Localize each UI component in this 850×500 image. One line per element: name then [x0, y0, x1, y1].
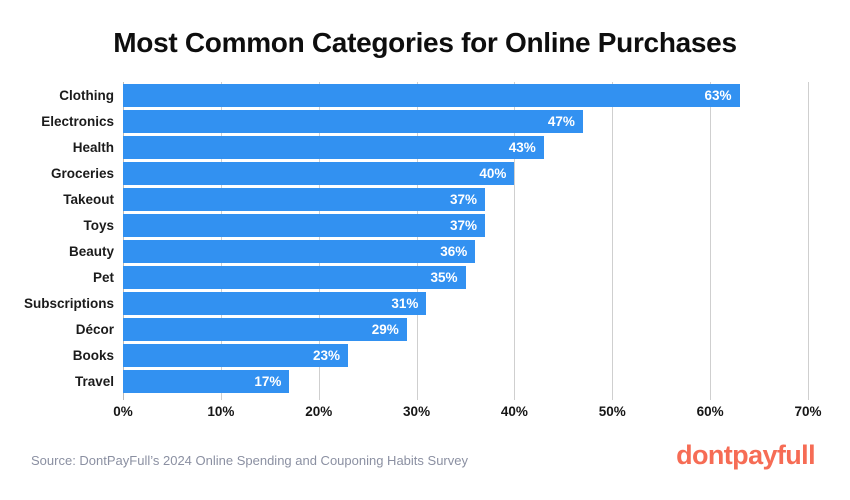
bar: 63%: [123, 83, 740, 107]
bar-row: Toys 37%: [83, 212, 808, 238]
category-label: Books: [72, 348, 114, 364]
x-tick-label: 0%: [113, 404, 133, 419]
category-label: Electronics: [41, 113, 114, 129]
bar-value-label: 47%: [547, 113, 575, 129]
bar-row: Books 23%: [73, 343, 808, 369]
bar-value-label: 37%: [450, 217, 478, 233]
x-tick-label: 40%: [500, 404, 528, 419]
source-note: Source: DontPayFull’s 2024 Online Spendi…: [31, 453, 468, 468]
gridline: [612, 82, 614, 400]
bar-value-label: 31%: [391, 296, 419, 312]
bar-value-label: 37%: [450, 191, 478, 207]
bar-row: Groceries 40%: [51, 160, 808, 186]
bar-row: Health 43%: [73, 134, 808, 160]
bar-value-label: 36%: [440, 244, 468, 259]
x-axis-tick-labels: 0% 10% 20% 30% 40% 50% 60% 70%: [113, 404, 821, 424]
bar: 35%: [123, 266, 466, 290]
x-tick-label: 50%: [598, 404, 626, 419]
dontpayfull-logo: dontpayfull: [676, 440, 815, 470]
bar-value-label: 23%: [313, 348, 341, 364]
category-label: Beauty: [68, 244, 114, 259]
bar-rows: Clothing 63% Electronics 47% Health 43% Grocer…: [24, 82, 808, 395]
bar-row: Travel 17%: [75, 369, 808, 395]
bar-chart: Clothing 63% Electronics 47% Health 43% Grocer…: [24, 82, 822, 419]
bar-row: Electronics 47%: [41, 108, 808, 134]
category-label: Health: [72, 139, 114, 155]
bar: 47%: [123, 109, 583, 133]
category-label: Clothing: [59, 87, 114, 103]
bar: 40%: [123, 161, 515, 185]
bar-row: Beauty 36%: [69, 238, 808, 264]
bar-row: Pet 35%: [93, 265, 808, 291]
bar: 23%: [123, 344, 349, 368]
gridline: [514, 82, 516, 400]
x-tick-label: 10%: [207, 404, 235, 419]
x-tick-label: 60%: [696, 404, 724, 419]
x-tick-label: 70%: [794, 404, 822, 419]
bar-value-label: 29%: [371, 322, 399, 338]
category-label: Takeout: [63, 191, 114, 207]
bar-row: Takeout 37%: [63, 186, 808, 212]
gridline: [710, 82, 712, 400]
bar: 17%: [123, 370, 290, 394]
category-label: Travel: [74, 374, 114, 390]
chart-title: Most Common Categories for Online Purcha…: [113, 27, 737, 58]
category-label: Décor: [75, 322, 114, 338]
category-label: Pet: [92, 270, 114, 286]
gridline: [808, 82, 809, 400]
x-tick-label: 30%: [403, 404, 431, 419]
bar: 31%: [123, 292, 427, 316]
bar: 43%: [123, 135, 544, 159]
category-label: Toys: [83, 217, 114, 233]
bar-value-label: 43%: [508, 139, 536, 155]
category-label: Subscriptions: [23, 296, 114, 312]
bar-row: Clothing 63%: [59, 82, 808, 108]
bar-value-label: 40%: [479, 165, 507, 181]
bar-row: Subscriptions 31%: [24, 291, 808, 317]
category-label: Groceries: [50, 165, 114, 181]
x-tick-label: 20%: [305, 404, 333, 419]
bar: 37%: [123, 213, 486, 237]
bar: 29%: [123, 318, 407, 342]
bar-value-label: 17%: [254, 374, 282, 390]
bar-value-label: 35%: [430, 270, 458, 286]
bar: 36%: [123, 240, 476, 263]
bar-value-label: 63%: [704, 87, 732, 103]
bar-row: Décor 29%: [76, 317, 808, 343]
bar: 37%: [123, 187, 486, 211]
